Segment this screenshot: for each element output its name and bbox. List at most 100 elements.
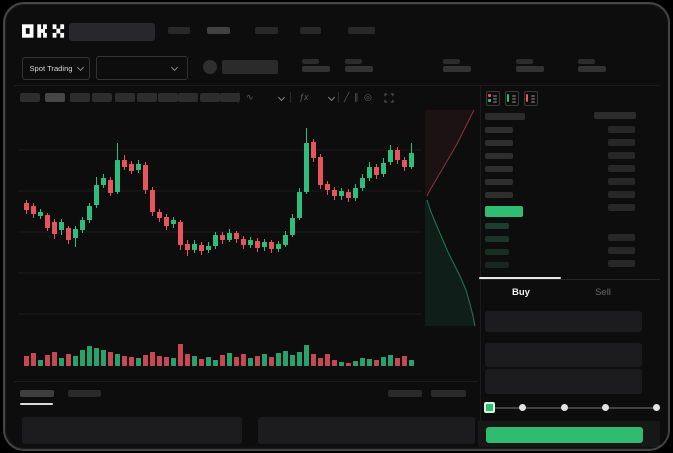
- okx-logo[interactable]: [22, 24, 66, 38]
- slider-stop[interactable]: [602, 404, 609, 411]
- book-bids-icon[interactable]: [505, 91, 519, 106]
- target-icon[interactable]: ◎: [364, 92, 372, 102]
- toolbar-divider: [338, 92, 339, 103]
- stat-value-placeholder: [302, 66, 330, 72]
- interval-chip[interactable]: [220, 93, 240, 102]
- interval-chip[interactable]: [45, 93, 65, 102]
- bottom-tab[interactable]: [68, 390, 101, 397]
- ask-price-placeholder: [485, 166, 513, 172]
- stat-value-placeholder: [443, 66, 471, 72]
- last-price-badge[interactable]: [485, 206, 523, 217]
- orderbook-col-header: [594, 112, 636, 119]
- order-field-placeholder[interactable]: [485, 369, 642, 394]
- slider-stop[interactable]: [653, 404, 660, 411]
- tab-buy[interactable]: Buy: [512, 287, 530, 298]
- ask-size-placeholder: [608, 152, 635, 159]
- active-tab-underline: [479, 277, 561, 279]
- book-asks-icon[interactable]: [524, 91, 538, 106]
- nav-item-placeholder[interactable]: [348, 27, 375, 34]
- ask-price-placeholder: [485, 140, 513, 146]
- nav-item-placeholder[interactable]: [168, 27, 190, 34]
- interval-chip[interactable]: [115, 93, 135, 102]
- slider-handle[interactable]: [484, 402, 495, 413]
- interval-chip[interactable]: [20, 93, 40, 102]
- bid-size-placeholder: [608, 247, 635, 254]
- stat-value-placeholder: [345, 66, 373, 72]
- slider-track[interactable]: [489, 407, 656, 409]
- pair-icon: [203, 60, 217, 74]
- compare-icon[interactable]: ∥: [354, 92, 359, 102]
- tabs-divider: [479, 279, 660, 280]
- bid-size-placeholder: [608, 234, 635, 241]
- bottom-action-placeholder[interactable]: [388, 390, 422, 397]
- slider-stop[interactable]: [519, 404, 526, 411]
- tab-sell[interactable]: Sell: [595, 287, 611, 298]
- order-field-placeholder[interactable]: [485, 311, 642, 332]
- book-combined-icon[interactable]: [486, 91, 500, 106]
- buy-submit-button[interactable]: [486, 427, 643, 443]
- pair-selector[interactable]: [96, 56, 188, 80]
- chart-gridlines: [18, 149, 422, 315]
- ask-size-placeholder: [608, 191, 635, 198]
- nav-item-placeholder[interactable]: [207, 27, 230, 34]
- stat-label-placeholder: [578, 59, 595, 64]
- line: [493, 101, 497, 103]
- bid-size-placeholder: [608, 260, 635, 267]
- interval-chip[interactable]: [200, 93, 220, 102]
- market-type-label: Spot Trading: [29, 64, 73, 73]
- bottom-tab-active[interactable]: [20, 390, 54, 397]
- candle-bodies: [24, 142, 414, 251]
- bottom-input-placeholder[interactable]: [22, 417, 242, 444]
- accent-bar: [526, 94, 528, 102]
- volume-bars: [24, 344, 414, 366]
- bid-price-placeholder: [485, 236, 509, 242]
- interval-chip[interactable]: [178, 93, 198, 102]
- ask-price-placeholder: [485, 179, 513, 185]
- line: [493, 98, 497, 100]
- interval-chip[interactable]: [137, 93, 157, 102]
- line: [512, 101, 516, 103]
- stat-value-placeholder: [578, 66, 606, 72]
- ask-price-placeholder: [485, 192, 513, 198]
- toolbar-divider: [290, 92, 291, 103]
- ask-size-placeholder: [608, 139, 635, 146]
- fullscreen-icon[interactable]: [384, 93, 394, 103]
- depth-chart: [425, 109, 476, 327]
- bottom-divider: [14, 381, 478, 382]
- orderbook-col-header: [485, 113, 525, 120]
- bid-price-placeholder: [485, 249, 509, 255]
- indicators-icon[interactable]: ƒx: [299, 92, 309, 102]
- interval-chip[interactable]: [158, 93, 178, 102]
- line: [531, 95, 535, 97]
- pair-name-placeholder: [222, 60, 278, 74]
- slider-stop[interactable]: [561, 404, 568, 411]
- stat-label-placeholder: [345, 59, 362, 64]
- order-field-placeholder[interactable]: [485, 343, 642, 367]
- chart-style-icon[interactable]: ∿: [246, 92, 254, 102]
- market-type-selector[interactable]: Spot Trading: [22, 57, 90, 80]
- ask-size-placeholder: [608, 126, 635, 133]
- bottom-action-placeholder[interactable]: [431, 390, 466, 397]
- bottom-tab-underline: [20, 403, 53, 405]
- bottom-input-placeholder[interactable]: [258, 417, 475, 444]
- stat-label-placeholder: [302, 59, 319, 64]
- ask-size-placeholder: [608, 165, 635, 172]
- line: [493, 95, 497, 97]
- line: [531, 98, 535, 100]
- stat-label-placeholder: [516, 59, 533, 64]
- search-bar[interactable]: [69, 23, 155, 41]
- ask-size-placeholder: [608, 178, 635, 185]
- ask-price-placeholder: [485, 127, 513, 133]
- nav-item-placeholder[interactable]: [255, 27, 278, 34]
- bid-price-placeholder: [485, 262, 509, 268]
- line: [531, 101, 535, 103]
- trendline-icon[interactable]: ╱: [344, 92, 350, 102]
- interval-chip[interactable]: [70, 93, 90, 102]
- nav-item-placeholder[interactable]: [300, 27, 321, 34]
- bid-price-placeholder: [485, 223, 509, 229]
- ask-dot: [488, 94, 491, 97]
- ask-size-placeholder: [608, 204, 635, 211]
- interval-chip[interactable]: [92, 93, 112, 102]
